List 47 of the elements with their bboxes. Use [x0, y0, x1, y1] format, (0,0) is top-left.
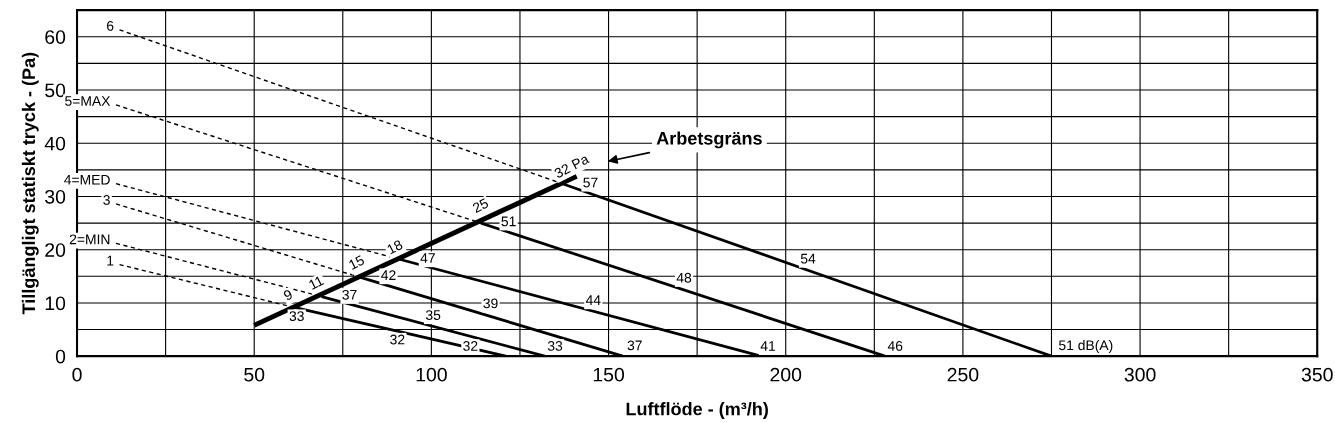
series-label: 4=MED: [64, 174, 110, 185]
annotation: 41: [760, 341, 776, 351]
annotation: 18: [386, 239, 404, 255]
annotation: 47: [420, 253, 435, 263]
x-tick-label: 50: [244, 367, 265, 382]
annotation: 9: [282, 289, 294, 301]
x-tick-label: 0: [72, 367, 82, 382]
y-tick-label: 10: [45, 296, 66, 311]
annotation: 54: [800, 253, 816, 264]
annotation: 37: [627, 340, 642, 351]
series-label: 6: [106, 20, 114, 31]
annotation: 35: [425, 310, 441, 320]
annotation: Arbetsgräns: [656, 131, 762, 149]
annotation: 39: [483, 298, 498, 309]
x-tick-label: 150: [593, 367, 625, 382]
annotation: 11: [308, 275, 325, 290]
y-tick-label: 30: [45, 189, 66, 204]
y-tick-label: 50: [45, 83, 66, 98]
annotation: 42: [381, 270, 396, 280]
x-axis-title: Luftflöde - (m³/h): [626, 402, 768, 419]
y-axis-title: Tillgängligt statiskt tryck - (Pa): [21, 52, 39, 315]
y-tick-label: 40: [44, 136, 66, 151]
x-tick-label: 350: [1301, 367, 1333, 382]
annotation: 51 dB(A): [1058, 339, 1113, 353]
annotation: 33: [547, 341, 563, 351]
x-tick-label: 300: [1124, 367, 1156, 382]
series-label: 5=MAX: [65, 96, 111, 106]
annotation: 15: [348, 254, 366, 270]
annotation: 46: [887, 341, 903, 351]
y-tick-label: 60: [45, 30, 66, 45]
annotation: 32: [390, 334, 405, 345]
annotation: 25: [471, 197, 490, 214]
series-label: 2=MIN: [69, 234, 110, 245]
x-tick-label: 250: [947, 367, 979, 382]
annotation: 32: [463, 341, 478, 351]
y-tick-label: 0: [55, 349, 66, 364]
series-label: 1: [107, 255, 114, 266]
annotation: 37: [342, 289, 357, 300]
x-tick-label: 100: [416, 367, 447, 382]
annotation: 48: [676, 272, 692, 283]
annotation: 51: [501, 216, 516, 227]
x-tick-label: 200: [770, 367, 802, 382]
annotation: 44: [585, 295, 601, 305]
annotation: 57: [583, 177, 598, 188]
annotation: 33: [289, 311, 304, 322]
series-label: 3: [103, 195, 110, 205]
y-tick-label: 20: [45, 243, 66, 257]
